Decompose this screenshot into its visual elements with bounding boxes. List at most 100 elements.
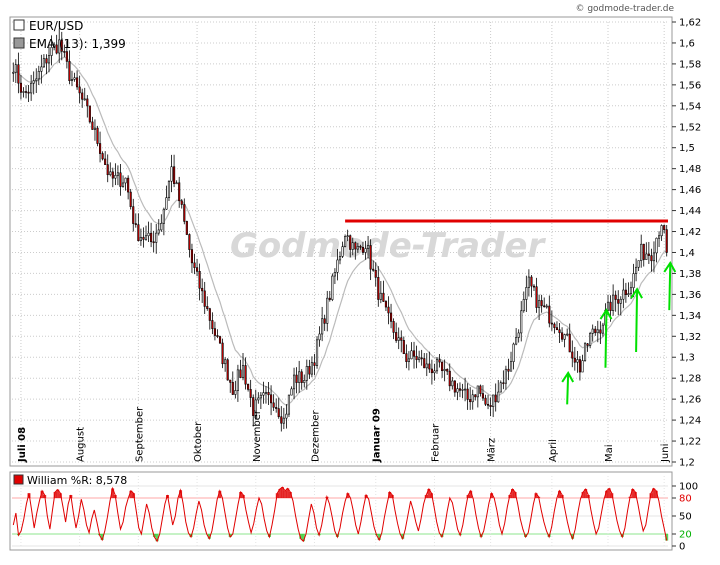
candle-body [58,39,61,54]
candle-body [282,417,285,424]
oversold-fill [155,534,159,542]
y-tick-label: 1,3 [679,353,695,364]
main-panel [9,16,673,467]
candle-body [42,58,45,68]
candle-body [479,385,482,394]
candle-body [195,267,199,272]
candle-body [650,255,653,262]
candle-body [494,394,497,403]
candle-body [540,300,543,307]
oversold-fill [207,534,211,539]
candle-body [502,382,505,385]
candle-body [617,299,620,304]
candle-body [448,370,451,387]
candle-body [476,385,479,398]
candle-body [14,64,17,73]
overbought-fill [40,490,44,498]
overbought-fill [346,493,350,498]
candle-body [12,71,15,74]
candle-body [612,294,615,311]
candle-body [30,82,33,94]
candle-body [333,272,336,277]
candle-body [484,397,487,405]
candle-body [98,143,102,154]
candle-body [423,358,426,369]
oversold-fill [401,534,405,539]
candle-body [581,360,584,373]
candle-body [550,322,553,325]
indicator-panel [9,471,673,551]
candle-body [147,232,150,237]
y-tick-label: 1,54 [679,101,701,112]
month-label: Februar [430,423,441,462]
candle-body [155,232,158,243]
candle-body [435,359,439,372]
overbought-fill [584,489,588,498]
candle-body [308,366,311,375]
candle-body [504,368,507,384]
y-tick-label: 1,26 [679,395,701,406]
legend-swatch-eurusd [13,19,25,31]
candle-body [101,153,104,160]
candle-body [270,394,273,404]
candle-body [167,180,171,198]
candle-body [517,332,520,338]
candle-body [640,243,643,261]
candle-body [645,253,648,260]
candle-body [262,392,265,396]
overbought-fill [427,489,431,498]
candle-body [412,350,416,357]
candle-body [193,262,196,268]
arrow-shaft [604,310,608,368]
candle-body [40,66,43,72]
candle-body [188,234,191,250]
candle-body [535,286,538,308]
candle-body [583,343,587,361]
legend-williams-label: William %R: 8,578 [27,474,127,487]
candle-body [173,166,176,184]
legend-eurusd: EUR/USD [29,19,83,33]
candle-body [144,235,148,240]
time-axis: Juli 08 August September Oktober November Dez… [17,406,671,463]
overbought-fill [388,492,392,498]
candle-body [425,363,428,369]
candle-body [629,287,633,294]
overbought-fill [278,489,282,498]
candle-body [277,408,280,418]
candle-body [512,343,515,362]
candle-body [589,333,592,346]
candle-body [221,342,224,365]
candle-body [65,51,68,62]
candlestick-series [12,28,668,432]
candle-body [208,308,211,321]
indicator-y-tick-label: 0 [679,542,685,553]
candle-body [486,403,490,406]
overbought-fill [281,487,285,498]
candle-body [244,365,247,385]
williams-line [12,486,668,543]
y-tick-label: 1,6 [679,38,695,49]
candle-body [389,312,393,322]
candle-body [109,171,112,176]
month-label: Dezember [310,410,321,462]
candle-body [241,365,245,378]
candle-body [206,306,209,309]
candle-body [384,301,388,308]
candle-body [185,221,188,235]
candle-body [239,369,242,378]
candle-body [481,393,485,399]
candle-body [420,357,423,360]
month-label: Oktober [193,421,204,462]
overbought-fill [607,488,611,498]
candle-body [60,39,63,52]
signal-arrows [561,261,677,405]
candle-body [453,380,456,393]
candle-body [364,248,367,253]
overbought-fill [581,492,585,498]
y-tick-label: 1,42 [679,227,701,238]
candle-body [532,285,536,288]
candle-body [178,182,181,202]
candle-body [213,328,216,336]
